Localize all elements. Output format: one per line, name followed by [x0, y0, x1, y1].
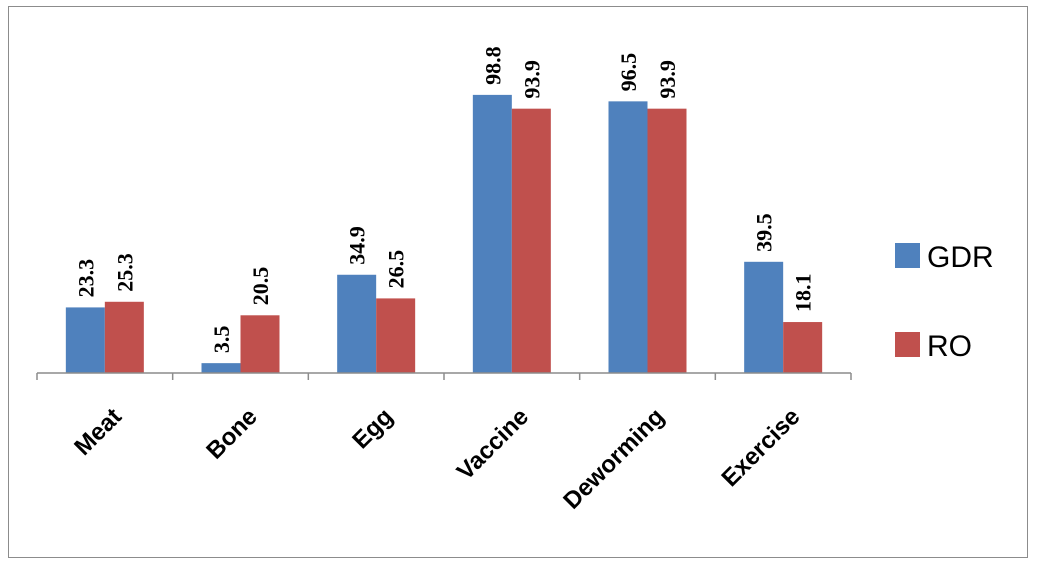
- bar-gdr-bone: [201, 363, 241, 373]
- bar-gdr-deworming: [608, 101, 648, 373]
- data-label-gdr-bone: 3.5: [209, 326, 234, 354]
- x-tick-label-egg: Egg: [347, 403, 398, 454]
- bar-ro-meat: [104, 301, 144, 373]
- x-tick-label-bone: Bone: [201, 403, 263, 465]
- x-tick-label-exercise: Exercise: [716, 403, 805, 492]
- data-label-ro-vaccine: 93.9: [519, 60, 544, 99]
- data-labels: 23.3 25.3 3.5 20.5 34.9 26.5 98.8 93.9 96.5 93.9 3…: [73, 46, 815, 353]
- x-tick-label-meat: Meat: [69, 403, 127, 461]
- bar-gdr-egg: [337, 274, 377, 373]
- legend-swatch-ro: [895, 332, 920, 357]
- x-axis: Meat Bone Egg Vaccine Deworming Exercise: [36, 372, 852, 515]
- legend-label-ro: RO: [927, 330, 972, 363]
- bars-layer: [65, 94, 823, 374]
- data-label-ro-exercise: 18.1: [791, 274, 816, 313]
- bar-gdr-meat: [65, 307, 105, 373]
- bar-gdr-vaccine: [472, 94, 512, 374]
- bar-ro-bone: [240, 315, 280, 373]
- data-label-gdr-exercise: 39.5: [752, 213, 777, 252]
- legend-swatch-gdr: [895, 243, 920, 268]
- bar-ro-vaccine: [511, 108, 551, 373]
- x-tick-label-vaccine: Vaccine: [452, 403, 534, 485]
- legend: GDR RO: [895, 241, 994, 363]
- legend-label-gdr: GDR: [927, 241, 994, 274]
- data-label-ro-deworming: 93.9: [655, 60, 680, 99]
- bar-ro-exercise: [783, 322, 823, 373]
- bar-ro-egg: [376, 298, 416, 373]
- data-label-gdr-deworming: 96.5: [616, 53, 641, 92]
- bar-ro-deworming: [647, 108, 687, 373]
- data-label-ro-meat: 25.3: [112, 253, 137, 292]
- data-label-ro-egg: 26.5: [384, 250, 409, 289]
- data-label-gdr-vaccine: 98.8: [480, 46, 505, 85]
- bar-gdr-exercise: [744, 261, 784, 373]
- x-tick-label-deworming: Deworming: [558, 403, 670, 515]
- data-label-gdr-meat: 23.3: [73, 259, 98, 298]
- data-label-gdr-egg: 34.9: [345, 226, 370, 265]
- data-label-ro-bone: 20.5: [248, 267, 273, 306]
